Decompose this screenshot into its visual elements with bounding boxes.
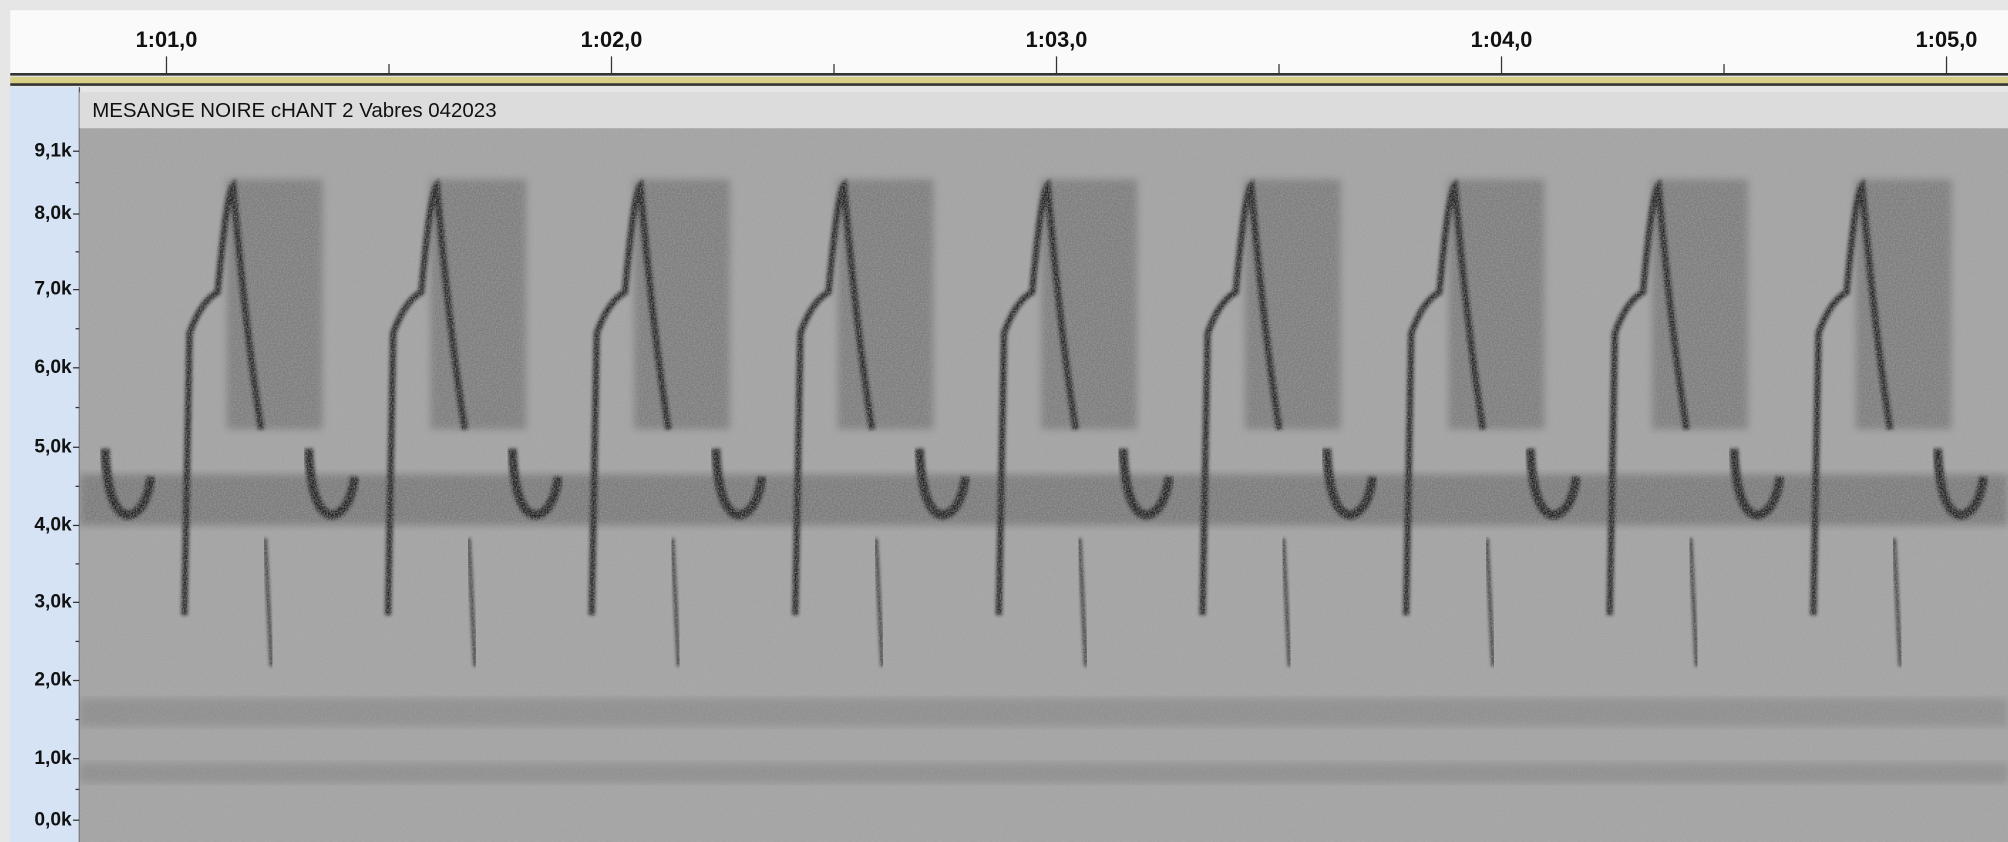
vertical-ruler xyxy=(10,87,79,842)
frequency-label: 8,0k xyxy=(34,203,72,224)
audacity-window: 1:01,0 1:02,0 1:03,0 1:04,0 1:05,0 MESANGE N… xyxy=(0,0,2008,842)
timeline-ruler[interactable] xyxy=(10,10,2008,74)
spectrogram xyxy=(79,128,2008,842)
frequency-label: 4,0k xyxy=(34,515,72,536)
page: 1:01,0 1:02,0 1:03,0 1:04,0 1:05,0 MESANGE N… xyxy=(0,0,2008,842)
frequency-label: 0,0k xyxy=(34,809,72,830)
time-label: 1:01,0 xyxy=(136,27,198,52)
time-label: 1:05,0 xyxy=(1916,27,1978,52)
time-label: 1:04,0 xyxy=(1471,27,1533,52)
frequency-label: 5,0k xyxy=(34,436,72,457)
frequency-label: 3,0k xyxy=(34,591,72,612)
time-label: 1:03,0 xyxy=(1026,27,1088,52)
frequency-label: 9,1k xyxy=(34,140,72,161)
frequency-label: 2,0k xyxy=(34,670,72,691)
frequency-label: 1,0k xyxy=(34,748,72,769)
frequency-label: 6,0k xyxy=(34,357,72,378)
noise xyxy=(79,128,2008,842)
time-label: 1:02,0 xyxy=(581,27,643,52)
frequency-label: 7,0k xyxy=(34,279,72,300)
track-name[interactable]: MESANGE NOIRE cHANT 2 Vabres 042023 xyxy=(92,99,496,122)
